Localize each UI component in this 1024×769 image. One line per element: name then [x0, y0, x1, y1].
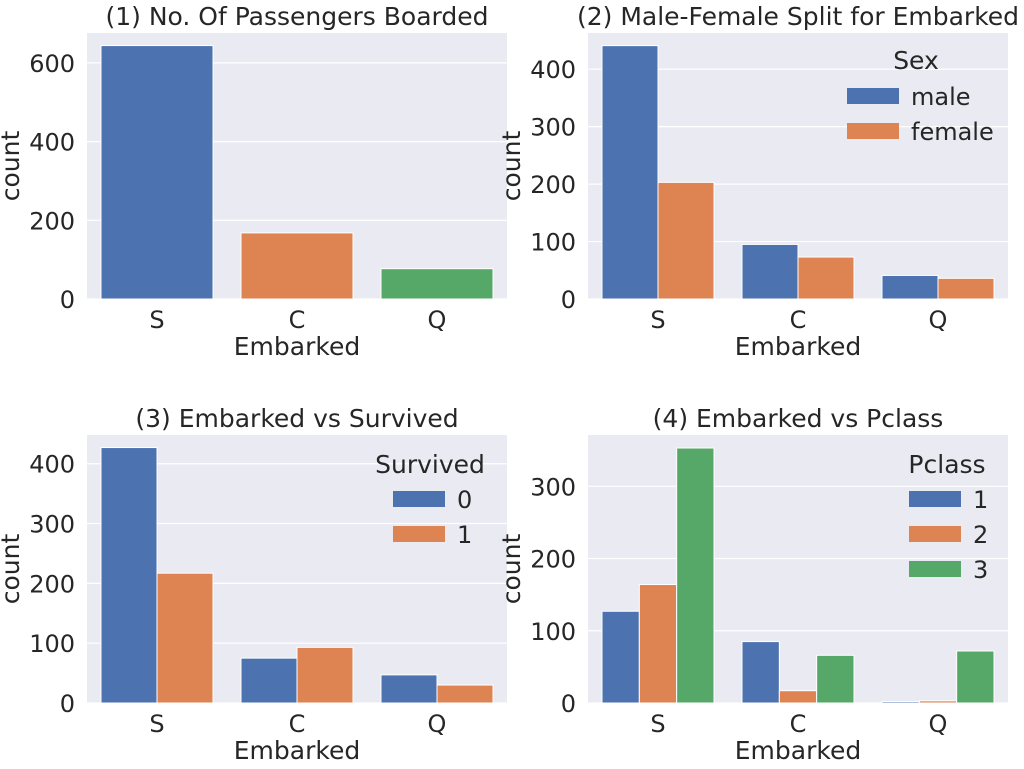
bar — [380, 268, 494, 300]
bar — [881, 274, 939, 300]
bar — [240, 657, 298, 704]
bar — [601, 610, 640, 704]
chart-title: (3) Embarked vs Survived — [135, 404, 458, 433]
bar — [601, 45, 659, 300]
y-tick-label: 300 — [29, 511, 75, 539]
x-axis-label: Embarked — [234, 736, 360, 765]
x-tick-label: C — [289, 710, 306, 738]
bar — [296, 646, 354, 704]
bar — [638, 584, 678, 704]
legend-swatch — [909, 491, 961, 507]
chart-title: (1) No. Of Passengers Boarded — [105, 2, 488, 31]
y-tick-label: 200 — [530, 546, 576, 574]
y-tick-label: 0 — [561, 286, 576, 314]
y-tick-label: 400 — [29, 129, 75, 157]
y-tick-label: 0 — [60, 286, 75, 314]
x-axis-label: Embarked — [735, 736, 861, 765]
bar — [918, 700, 958, 704]
y-axis-label: count — [497, 534, 526, 605]
legend-title: Sex — [893, 46, 939, 75]
bar — [937, 277, 995, 300]
x-tick-label: C — [289, 306, 306, 334]
bar — [881, 701, 920, 704]
y-axis-label: count — [0, 534, 25, 605]
bar — [100, 45, 214, 300]
chart-title: (2) Male-Female Split for Embarked — [577, 2, 1019, 31]
subplot-3: 0 100 200 300 400 S C Q (3) Embarked vs Survived… — [0, 404, 507, 765]
bar — [240, 232, 354, 300]
bar — [797, 256, 855, 300]
bar — [741, 243, 799, 300]
y-tick-label: 400 — [29, 451, 75, 479]
subplot-4: 0 100 200 300 S C Q (4) Embarked vs Pclass Embar… — [497, 404, 1008, 765]
x-tick-label: Q — [428, 710, 447, 738]
y-tick-label: 300 — [530, 473, 576, 501]
legend-swatch — [847, 88, 899, 104]
y-tick-label: 200 — [29, 570, 75, 598]
bar — [741, 641, 780, 704]
y-tick-label: 100 — [530, 229, 576, 257]
bar — [380, 674, 438, 704]
y-axis-label: count — [0, 131, 25, 202]
x-axis-label: Embarked — [234, 332, 360, 361]
legend-title: Pclass — [908, 450, 985, 479]
legend-label: male — [911, 83, 971, 111]
x-tick-label: Q — [929, 710, 948, 738]
y-tick-label: 300 — [530, 114, 576, 142]
legend-label: 0 — [457, 486, 472, 514]
x-tick-label: C — [790, 710, 807, 738]
x-tick-label: Q — [428, 306, 447, 334]
legend-swatch — [909, 561, 961, 577]
y-tick-label: 100 — [530, 618, 576, 646]
legend-label: female — [911, 118, 994, 146]
legend: Survived 0 1 — [375, 450, 485, 549]
y-tick-label: 0 — [60, 690, 75, 718]
x-axis-label: Embarked — [735, 332, 861, 361]
legend-swatch — [393, 491, 445, 507]
legend-title: Survived — [375, 450, 485, 479]
y-axis-label: count — [497, 131, 526, 202]
bar — [100, 447, 158, 704]
legend-label: 2 — [973, 521, 988, 549]
bar — [657, 181, 715, 300]
bar — [436, 684, 494, 704]
y-tick-label: 600 — [29, 50, 75, 78]
x-tick-label: S — [149, 306, 164, 334]
chart-title: (4) Embarked vs Pclass — [653, 404, 944, 433]
legend-label: 1 — [973, 486, 988, 514]
legend-swatch — [393, 526, 445, 542]
subplot-1: 0 200 400 600 S C Q (1) No. Of Passengers Board… — [0, 2, 507, 361]
subplot-2: 0 100 200 300 400 S C Q (2) Male-Female Split fo… — [497, 2, 1019, 361]
x-tick-label: S — [650, 306, 665, 334]
legend-label: 3 — [973, 556, 988, 584]
legend-swatch — [847, 123, 899, 139]
bar — [676, 447, 715, 704]
bar — [816, 654, 855, 704]
x-tick-label: C — [790, 306, 807, 334]
x-tick-label: S — [650, 710, 665, 738]
x-tick-label: S — [149, 710, 164, 738]
y-tick-label: 200 — [29, 207, 75, 235]
legend-swatch — [909, 526, 961, 542]
y-tick-label: 200 — [530, 171, 576, 199]
x-tick-label: Q — [929, 306, 948, 334]
bar — [778, 690, 818, 704]
bar — [156, 572, 214, 704]
legend: Pclass 1 2 3 — [908, 450, 988, 584]
legend: Sex male female — [847, 46, 994, 146]
legend-label: 1 — [457, 521, 472, 549]
y-tick-label: 0 — [561, 690, 576, 718]
y-tick-label: 100 — [29, 630, 75, 658]
y-tick-label: 400 — [530, 56, 576, 84]
bar — [956, 650, 995, 704]
